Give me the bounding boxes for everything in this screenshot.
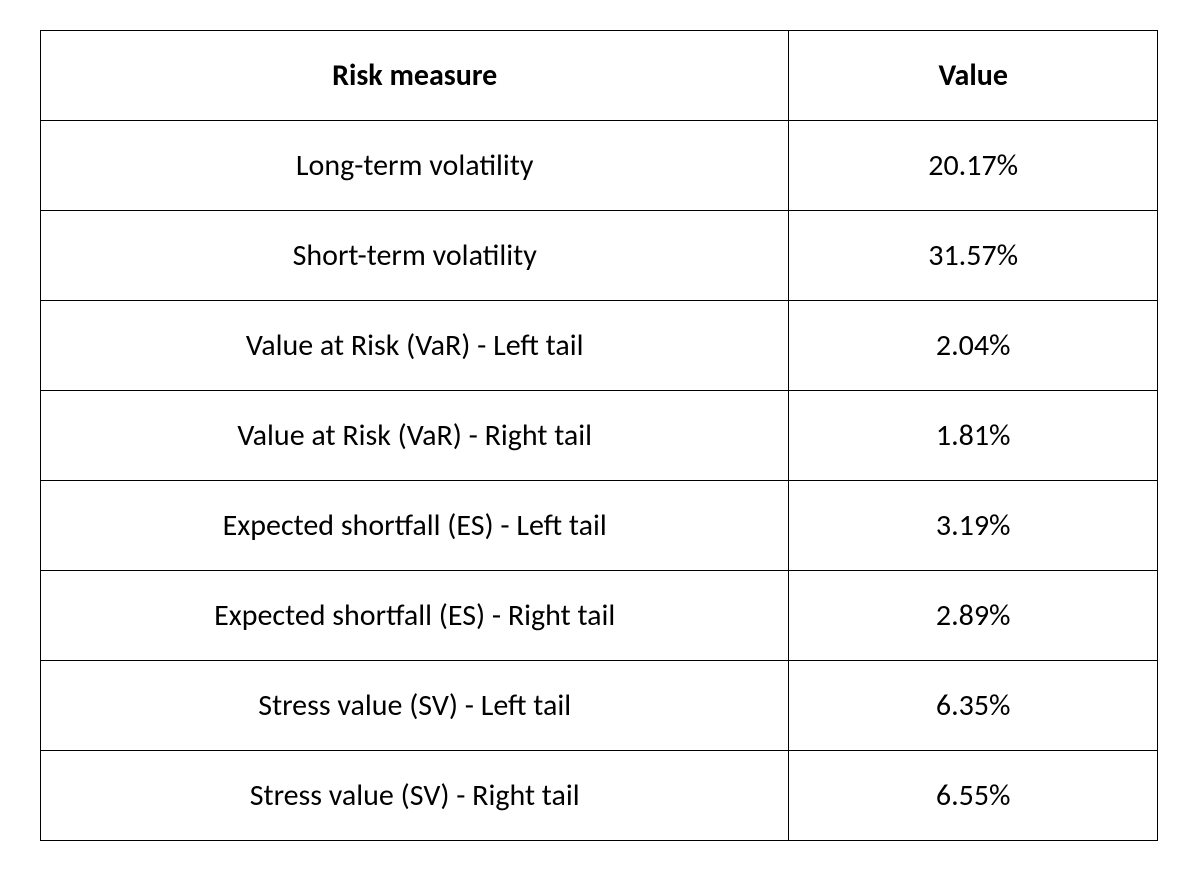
- cell-value: 6.35%: [789, 661, 1158, 751]
- cell-measure: Short-term volatility: [41, 211, 789, 301]
- cell-value: 2.89%: [789, 571, 1158, 661]
- table-row: Value at Risk (VaR) - Left tail 2.04%: [41, 301, 1158, 391]
- table-row: Long-term volatility 20.17%: [41, 121, 1158, 211]
- cell-value: 20.17%: [789, 121, 1158, 211]
- table-header-row: Risk measure Value: [41, 31, 1158, 121]
- cell-measure: Expected shortfall (ES) - Right tail: [41, 571, 789, 661]
- column-header-value: Value: [789, 31, 1158, 121]
- cell-measure: Stress value (SV) - Right tail: [41, 751, 789, 841]
- column-header-measure: Risk measure: [41, 31, 789, 121]
- table-row: Expected shortfall (ES) - Left tail 3.19…: [41, 481, 1158, 571]
- cell-measure: Expected shortfall (ES) - Left tail: [41, 481, 789, 571]
- risk-measure-table: Risk measure Value Long-term volatility …: [40, 30, 1158, 841]
- cell-value: 6.55%: [789, 751, 1158, 841]
- cell-value: 2.04%: [789, 301, 1158, 391]
- table-row: Short-term volatility 31.57%: [41, 211, 1158, 301]
- cell-measure: Long-term volatility: [41, 121, 789, 211]
- table-row: Value at Risk (VaR) - Right tail 1.81%: [41, 391, 1158, 481]
- table-row: Expected shortfall (ES) - Right tail 2.8…: [41, 571, 1158, 661]
- cell-measure: Stress value (SV) - Left tail: [41, 661, 789, 751]
- cell-value: 3.19%: [789, 481, 1158, 571]
- table-row: Stress value (SV) - Left tail 6.35%: [41, 661, 1158, 751]
- cell-measure: Value at Risk (VaR) - Right tail: [41, 391, 789, 481]
- cell-value: 31.57%: [789, 211, 1158, 301]
- table-row: Stress value (SV) - Right tail 6.55%: [41, 751, 1158, 841]
- cell-measure: Value at Risk (VaR) - Left tail: [41, 301, 789, 391]
- cell-value: 1.81%: [789, 391, 1158, 481]
